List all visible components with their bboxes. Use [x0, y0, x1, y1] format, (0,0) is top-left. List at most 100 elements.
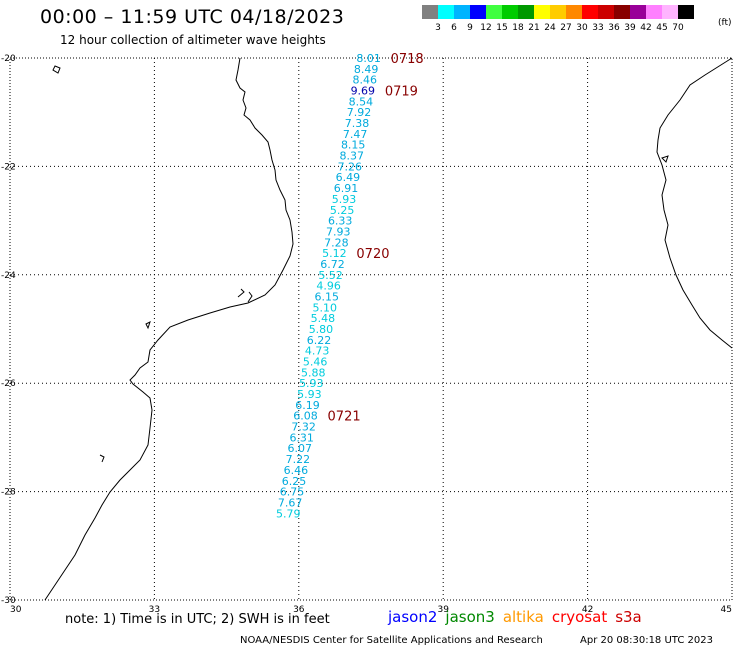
- swh-reading: 8.37: [339, 150, 364, 163]
- color-swatch: [582, 5, 598, 19]
- color-scale-label: 30: [576, 23, 588, 33]
- madagascar-coastline: [656, 57, 733, 349]
- swh-reading: 5.52: [318, 269, 343, 282]
- color-swatch: [422, 5, 438, 19]
- swh-reading: 7.32: [291, 421, 316, 434]
- lat-tick-label: -28: [1, 488, 16, 498]
- swh-reading: 8.49: [354, 63, 379, 76]
- lon-tick-label: 42: [582, 605, 593, 615]
- footer-note: note: 1) Time is in UTC; 2) SWH is in fe…: [65, 612, 330, 627]
- swh-reading: 5.48: [311, 312, 336, 325]
- color-swatch: [502, 5, 518, 19]
- color-swatch: [678, 5, 694, 19]
- color-scale-label: 9: [467, 23, 473, 33]
- color-scale-label: 45: [656, 23, 668, 33]
- color-scale-label: 33: [592, 23, 604, 33]
- swh-reading: 5.93: [297, 388, 322, 401]
- color-swatch: [438, 5, 454, 19]
- swh-reading: 7.47: [343, 128, 368, 141]
- satellite-legend-item: jason3: [445, 608, 495, 626]
- swh-reading: 9.69: [351, 85, 376, 98]
- color-swatch: [518, 5, 534, 19]
- color-swatch: [646, 5, 662, 19]
- swh-reading: 5.12: [322, 247, 347, 260]
- color-scale-label: 27: [560, 23, 572, 33]
- color-swatch: [566, 5, 582, 19]
- map-title: 00:00 – 11:59 UTC 04/18/2023: [40, 6, 345, 28]
- lon-tick-label: 33: [149, 605, 160, 615]
- credit-line: NOAA/NESDIS Center for Satellite Applica…: [240, 635, 543, 646]
- lon-tick-label: 36: [293, 605, 305, 615]
- satellite-legend-item: s3a: [615, 608, 642, 626]
- color-swatch: [550, 5, 566, 19]
- swh-reading: 5.93: [332, 193, 357, 206]
- swh-reading: 7.28: [324, 236, 349, 249]
- lat-tick-label: -20: [1, 54, 16, 64]
- lat-tick-label: -26: [1, 379, 16, 389]
- lat-tick-label: -22: [1, 162, 16, 172]
- color-scale-unit: (ft): [718, 18, 732, 28]
- color-swatch: [470, 5, 486, 19]
- color-scale-label: 18: [512, 23, 524, 33]
- color-swatch: [486, 5, 502, 19]
- color-scale-label: 3: [435, 23, 441, 33]
- swh-reading: 6.25: [282, 475, 307, 488]
- swh-reading: 6.49: [336, 171, 361, 184]
- color-scale-label: 42: [640, 23, 652, 33]
- swh-reading: 8.01: [356, 52, 381, 65]
- swh-reading: 5.88: [301, 366, 326, 379]
- swh-reading: 5.25: [330, 204, 355, 217]
- color-swatch: [454, 5, 470, 19]
- lat-tick-label: -30: [1, 596, 16, 606]
- map-frame: [9, 57, 733, 601]
- swh-reading: 7.22: [286, 453, 311, 466]
- color-swatch: [630, 5, 646, 19]
- swh-reading: 7.38: [345, 117, 370, 130]
- satellite-legend: jason2 jason3 altika cryosat s3a: [388, 608, 650, 626]
- graticule: 30 33 36 39 42 45 -20 -22 -24 -26 -28 -30: [1, 54, 732, 615]
- swh-reading: 6.46: [284, 464, 309, 477]
- swh-reading: 6.91: [334, 182, 359, 195]
- swh-reading: 6.75: [280, 486, 305, 499]
- color-swatch: [534, 5, 550, 19]
- swh-reading: 6.07: [288, 442, 313, 455]
- color-scale-label: 70: [672, 23, 684, 33]
- pass-time-label: 0720: [356, 247, 389, 262]
- swh-reading: 6.33: [328, 215, 353, 228]
- color-swatch: [598, 5, 614, 19]
- color-scale-label: 24: [544, 23, 556, 33]
- swh-reading: 4.96: [316, 280, 341, 293]
- swh-reading: 5.80: [309, 323, 334, 336]
- swh-reading: 5.10: [313, 301, 338, 314]
- swh-reading: 6.22: [307, 334, 332, 347]
- color-scale-label: 6: [451, 23, 457, 33]
- color-scale-label: 39: [624, 23, 636, 33]
- color-scale-label: 12: [480, 23, 492, 33]
- lon-tick-label: 39: [437, 605, 449, 615]
- satellite-legend-item: altika: [502, 608, 544, 626]
- swh-reading: 6.72: [320, 258, 345, 271]
- swh-reading: 7.26: [338, 160, 363, 173]
- generation-timestamp: Apr 20 08:30:18 UTC 2023: [580, 635, 713, 646]
- color-swatch: [662, 5, 678, 19]
- swh-reading: 6.31: [289, 431, 314, 444]
- swh-reading: 7.67: [278, 496, 303, 509]
- lon-tick-label: 45: [721, 605, 732, 615]
- satellite-legend-item: jason2: [388, 608, 438, 626]
- color-scale-label: 36: [608, 23, 620, 33]
- swh-reading: 8.46: [352, 74, 377, 87]
- swh-reading: 5.46: [303, 356, 328, 369]
- swh-reading: 5.79: [276, 507, 301, 520]
- swh-reading: 6.08: [293, 410, 318, 423]
- pass-time-label: 0718: [391, 52, 424, 67]
- swh-readings: 8.018.498.469.698.547.927.387.478.158.37…: [276, 52, 381, 520]
- satellite-legend-item: cryosat: [551, 608, 608, 626]
- swh-reading: 8.54: [349, 95, 374, 108]
- africa-coastline: [44, 57, 294, 601]
- pass-time-labels: 0718 0719 0720 0721: [328, 52, 424, 425]
- pass-time-label: 0719: [385, 85, 418, 100]
- swh-reading: 5.93: [299, 377, 324, 390]
- pass-time-label: 0721: [328, 410, 361, 425]
- lat-tick-label: -24: [1, 271, 16, 281]
